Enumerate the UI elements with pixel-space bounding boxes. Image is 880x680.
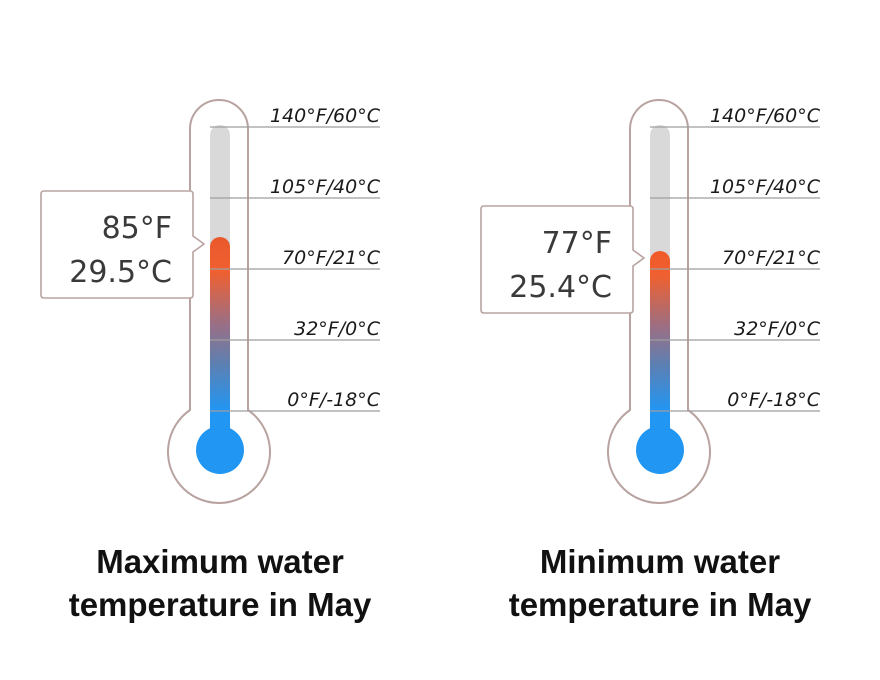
thermometer-panel-max: 140°F/60°C 105°F/40°C 70°F/21°C 32°F/0°C… [0, 99, 440, 626]
value-tooltip-box [40, 190, 206, 299]
tooltip-celsius: 25.4°C [509, 270, 612, 305]
mercury-fill [650, 251, 670, 440]
chart-title-max: Maximum water temperature in May [0, 540, 440, 626]
scale-tick-lines [210, 126, 380, 412]
scale-tick-lines [650, 126, 820, 412]
bulb-fill [636, 426, 684, 474]
title-line-2: temperature in May [68, 586, 372, 623]
tick-label-70f: 70°F/21°C [722, 247, 821, 269]
tick-label-140f: 140°F/60°C [710, 105, 821, 127]
tooltip-fahrenheit: 85°F [102, 211, 172, 246]
thermometer-min: 140°F/60°C 105°F/40°C 70°F/21°C 32°F/0°C… [480, 99, 821, 504]
tooltip-celsius: 29.5°C [69, 255, 172, 290]
bulb-fill [196, 426, 244, 474]
tick-label-105f: 105°F/40°C [270, 176, 381, 198]
thermometer-max: 140°F/60°C 105°F/40°C 70°F/21°C 32°F/0°C… [40, 99, 381, 504]
title-line-1: Maximum water [96, 543, 344, 580]
tooltip-fahrenheit: 77°F [542, 226, 612, 261]
title-line-2: temperature in May [508, 586, 812, 623]
tick-label-0f: 0°F/-18°C [727, 389, 820, 411]
tick-label-70f: 70°F/21°C [282, 247, 381, 269]
tick-label-32f: 32°F/0°C [734, 318, 821, 340]
tick-label-0f: 0°F/-18°C [287, 389, 380, 411]
title-line-1: Minimum water [539, 543, 781, 580]
chart-title-min: Minimum water temperature in May [440, 540, 880, 626]
tick-label-32f: 32°F/0°C [294, 318, 381, 340]
tick-label-105f: 105°F/40°C [710, 176, 821, 198]
value-tooltip-box [480, 205, 646, 314]
tick-label-140f: 140°F/60°C [270, 105, 381, 127]
thermometer-panel-min: 140°F/60°C 105°F/40°C 70°F/21°C 32°F/0°C… [440, 0, 880, 680]
mercury-fill [210, 237, 230, 440]
